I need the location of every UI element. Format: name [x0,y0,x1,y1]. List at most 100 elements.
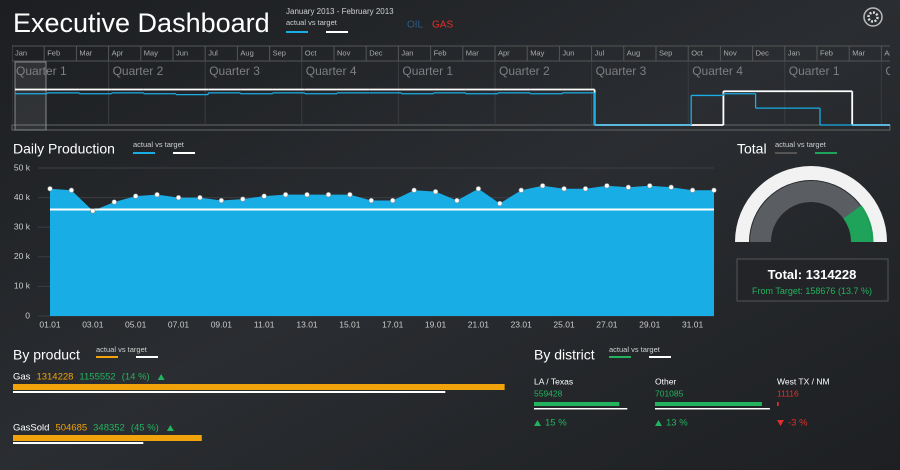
month-label: Jul [595,48,605,57]
legend-label: actual vs target [609,345,661,354]
actual-point [689,187,696,193]
quarter-label: Quarter 3 [209,64,260,78]
month-label: Nov [337,48,351,57]
actual-bar [13,384,505,390]
actual-point [518,187,524,193]
actual-point [154,192,160,198]
district-bar [655,402,762,406]
from-target-value: 158676 [805,286,835,296]
quarter-label: Quarter 1 [402,64,453,78]
tab-oil[interactable]: OIL [407,20,424,31]
month-label: Dec [756,48,770,57]
y-tick-label: 0 [25,310,30,320]
quarter-label: Quarter 1 [885,64,900,78]
month-label: Aug [627,48,640,57]
total-value: 1314228 [806,267,857,282]
actual-point [411,187,417,193]
district-name: Other [655,376,676,386]
gauge-value [750,180,868,242]
legend-swatch [173,152,195,154]
quarter-label: Quarter 4 [306,64,357,78]
actual-point [347,192,353,198]
month-label: Jul [208,48,218,57]
month-label: Nov [723,48,737,57]
settings-gear [867,11,879,23]
district-change: -3 % [788,418,808,429]
legend-swatch [286,31,308,33]
x-tick-label: 23.01 [511,319,533,329]
gauge-band [843,206,872,242]
district-actual: 11116 [777,388,799,398]
actual-point [240,196,246,202]
actual-point [197,195,203,201]
month-label: Apr [498,48,510,57]
actual-point [497,200,503,207]
section-title: By product [13,347,80,363]
tab-gas[interactable]: GAS [432,20,453,31]
product-target: 1155552 [79,372,115,383]
total-label: Total: [768,267,802,282]
actual-point [454,197,460,204]
x-tick-label: 09.01 [211,319,233,329]
product-change: (45 %) [131,423,159,434]
x-tick-label: 05.01 [125,319,147,329]
legend-swatch [133,152,155,154]
quarter-label: Quarter 2 [113,64,164,78]
gauge-ring [735,166,887,242]
y-tick-label: 40 k [14,192,31,202]
settings-ring [863,7,883,27]
actual-point [432,189,439,195]
actual-point [390,197,396,204]
month-label: Apr [112,48,124,57]
actual-point [668,184,674,190]
target-bar [13,391,446,393]
product-list: Gas 1314228 1155552 (14 %) GasSold 504685 3483… [13,372,505,444]
x-tick-label: 13.01 [296,319,318,329]
quarter-label: Quarter 3 [596,64,647,78]
change-arrow [157,374,165,380]
settings-button[interactable] [863,7,883,27]
product-name: Gas [13,372,31,383]
district-change: 15 % [545,418,567,429]
month-label: Feb [820,48,833,57]
product-name: GasSold [13,423,49,434]
x-tick-label: 25.01 [553,319,575,329]
actual-point [625,184,631,190]
district-change: 13 % [666,418,688,429]
x-tick-label: 27.01 [596,319,618,329]
section-title: Daily Production [13,141,115,157]
month-label: Sep [659,48,672,57]
total-box [736,258,889,302]
month-label: Dec [369,48,383,57]
gauge [735,166,887,242]
x-tick-label: 17.01 [382,319,404,329]
y-tick-label: 20 k [14,251,31,261]
district-name: LA / Texas [534,376,573,386]
y-tick-label: 30 k [14,221,31,231]
actual-point [604,183,610,189]
actual-point [711,187,717,193]
legend-swatch [815,152,837,154]
dashboard-title: Executive Dashboard [13,8,270,38]
timeline-scrollbar[interactable] [11,124,891,131]
month-label: Mar [852,48,865,57]
district-name: West TX / NM [777,376,830,386]
legend-swatch [775,152,797,154]
legend-label: actual vs target [96,345,148,354]
x-tick-label: 11.01 [254,319,275,329]
timeline-selection[interactable] [14,61,47,131]
x-tick-label: 19.01 [425,319,447,329]
legend-label: actual vs target [286,18,338,27]
product-target: 348352 [93,423,125,434]
quarter-label: Quarter 1 [789,64,840,78]
actual-point [304,192,310,198]
x-tick-label: 31.01 [682,319,704,329]
change-arrow [655,420,662,426]
actual-point [111,199,117,205]
legend-swatch [609,356,631,358]
district-actual: 559428 [534,388,563,398]
month-label: Sep [273,48,286,57]
legend-swatch [326,31,348,33]
